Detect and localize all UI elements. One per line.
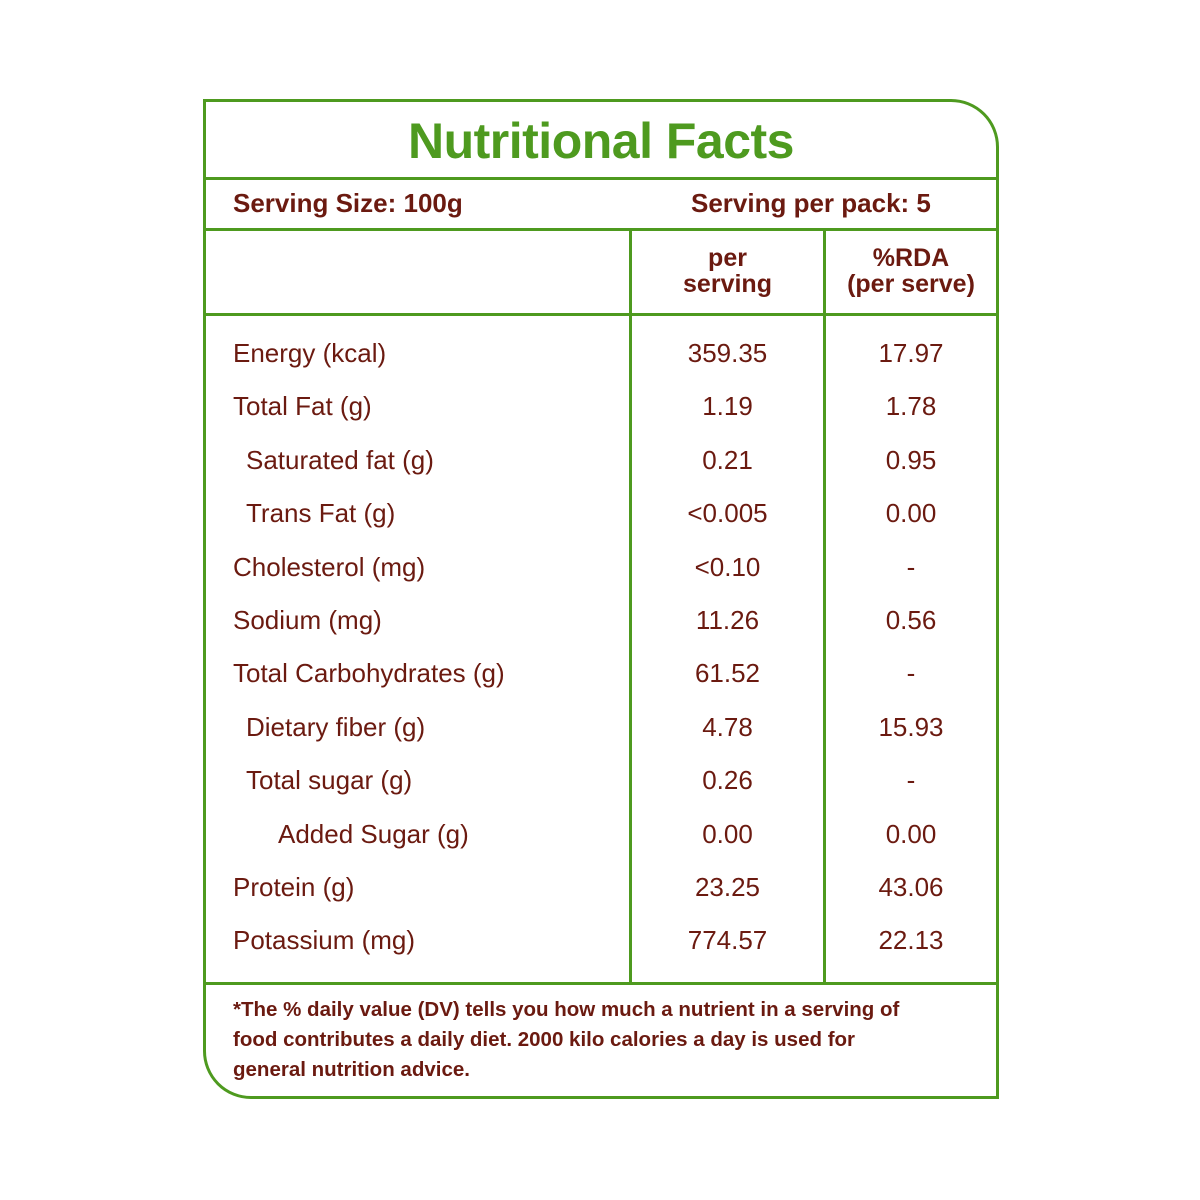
per-serving-value: 359.35 — [687, 338, 768, 368]
rda-value: 0.95 — [885, 444, 937, 475]
nutrient-label: Dietary fiber (g) — [246, 711, 426, 742]
table-row: Total sugar (g) 0.26 - — [206, 754, 996, 807]
table-row: Cholesterol (mg) <0.10 - — [206, 541, 996, 594]
rda-value: 1.78 — [885, 391, 937, 422]
nutrient-label: Sodium (mg) — [233, 605, 382, 635]
rda-value: 17.97 — [878, 338, 944, 368]
nutrient-label: Total Carbohydrates (g) — [233, 658, 505, 689]
per-serving-value: <0.10 — [694, 551, 761, 582]
column-divider — [629, 228, 632, 983]
table-row: Trans Fat (g) <0.005 0.00 — [206, 487, 996, 540]
nutrient-label: Potassium (mg) — [233, 925, 416, 956]
rda-value: 15.93 — [878, 711, 944, 742]
nutrient-label: Added Sugar (g) — [278, 818, 469, 849]
table-row: Sodium (mg) 11.26 0.56 — [206, 594, 996, 647]
per-serving-value: 0.26 — [702, 765, 753, 796]
per-serving-value: 11.26 — [695, 605, 760, 635]
column-header-rda: %RDA (per serve) — [826, 245, 996, 297]
column-divider — [823, 228, 826, 983]
nutrient-label: Protein (g) — [233, 872, 355, 902]
rda-value: 0.56 — [885, 605, 937, 635]
per-serving-value: <0.005 — [687, 498, 768, 529]
table-row: Protein (g) 23.25 43.06 — [206, 861, 996, 914]
divider — [206, 982, 996, 985]
per-serving-value: 1.19 — [702, 391, 753, 422]
table-row: Saturated fat (g) 0.21 0.95 — [206, 434, 996, 487]
table-row: Added Sugar (g) 0.00 0.00 — [206, 808, 996, 861]
per-serving-value: 0.21 — [702, 444, 753, 475]
nutrition-facts-panel: Nutritional Facts Serving Size: 100g Ser… — [203, 99, 999, 1099]
per-serving-value: 61.52 — [694, 658, 761, 689]
rda-value: 43.06 — [878, 872, 944, 902]
divider — [206, 228, 996, 231]
serving-size: Serving Size: 100g — [233, 188, 463, 218]
table-row: Potassium (mg) 774.57 22.13 — [206, 914, 996, 967]
per-serving-value: 4.78 — [702, 711, 753, 742]
nutrient-label: Cholesterol (mg) — [233, 551, 426, 582]
per-serving-value: 23.25 — [694, 872, 761, 902]
panel-title: Nutritional Facts — [408, 113, 794, 169]
nutrient-label: Trans Fat (g) — [246, 498, 396, 529]
per-serving-value: 0.00 — [702, 818, 753, 849]
rda-value: 0.00 — [885, 818, 937, 849]
column-header-per-serving: per serving — [632, 245, 823, 297]
nutrient-label: Total Fat (g) — [233, 391, 372, 422]
table-row: Total Fat (g) 1.19 1.78 — [206, 380, 996, 433]
per-serving-value: 774.57 — [687, 925, 768, 956]
nutrient-label: Saturated fat (g) — [246, 444, 434, 475]
table-row: Dietary fiber (g) 4.78 15.93 — [206, 701, 996, 754]
nutrient-label: Total sugar (g) — [246, 765, 413, 796]
table-row: Total Carbohydrates (g) 61.52 - — [206, 647, 996, 700]
nutrient-label: Energy (kcal) — [233, 338, 387, 368]
rda-value: - — [906, 551, 916, 582]
table-row: Energy (kcal) 359.35 17.97 — [206, 327, 996, 380]
rda-value: 0.00 — [885, 498, 937, 529]
column-header-line: serving — [683, 270, 772, 298]
column-header-line: per — [708, 244, 747, 272]
rda-value: - — [906, 765, 916, 796]
column-header-line: (per serve) — [847, 270, 975, 298]
divider — [206, 313, 996, 316]
divider — [206, 177, 996, 180]
column-header-line: %RDA — [872, 244, 950, 272]
rda-value: 22.13 — [878, 925, 944, 956]
footnote: *The % daily value (DV) tells you how mu… — [233, 998, 900, 1081]
rda-value: - — [906, 658, 916, 689]
serving-per-pack: Serving per pack: 5 — [691, 188, 931, 218]
